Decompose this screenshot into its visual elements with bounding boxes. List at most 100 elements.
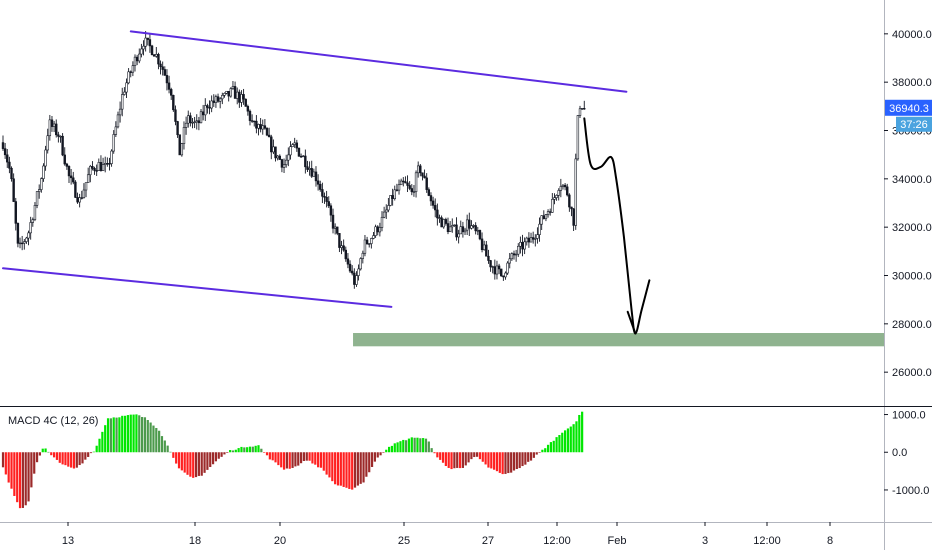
macd-bar bbox=[487, 452, 490, 468]
candle-body bbox=[382, 211, 386, 218]
candle-body bbox=[8, 161, 11, 169]
candle-body bbox=[46, 135, 49, 151]
macd-bar bbox=[473, 452, 476, 458]
candle-body bbox=[214, 96, 218, 103]
candle-body bbox=[482, 244, 486, 251]
candle-body bbox=[72, 177, 75, 183]
macd-bar bbox=[95, 445, 98, 453]
candle-body bbox=[527, 237, 531, 243]
macd-bar bbox=[214, 452, 218, 462]
candle-body bbox=[250, 120, 254, 122]
price-tick-label: 38000.0 bbox=[892, 77, 932, 89]
macd-bar bbox=[141, 417, 144, 453]
candle-body bbox=[12, 178, 15, 202]
macd-bar bbox=[407, 438, 411, 453]
candle-body bbox=[514, 253, 518, 256]
candle-body bbox=[270, 136, 273, 153]
candle-body bbox=[574, 158, 577, 226]
candle-body bbox=[395, 189, 399, 191]
candle-body bbox=[427, 189, 431, 196]
macd-indicator-title[interactable]: MACD 4C (12, 26) bbox=[8, 415, 99, 427]
candle-body bbox=[561, 184, 565, 187]
macd-bar bbox=[160, 436, 164, 453]
candle-body bbox=[95, 170, 98, 172]
candle-body bbox=[321, 189, 324, 197]
candle-body bbox=[566, 186, 569, 196]
macd-bar bbox=[229, 450, 232, 453]
drawings-group bbox=[2, 30, 651, 335]
candle-body bbox=[327, 201, 330, 207]
macd-bar bbox=[319, 452, 323, 468]
macd-bar bbox=[138, 415, 141, 453]
macd-bar bbox=[149, 422, 152, 453]
macd-bar bbox=[427, 441, 430, 453]
time-tick-label: 27 bbox=[482, 535, 494, 547]
support-zone bbox=[353, 333, 884, 347]
macd-bar bbox=[282, 452, 286, 470]
candle-body bbox=[487, 255, 490, 261]
candle-body bbox=[444, 219, 448, 224]
candle-body bbox=[78, 197, 81, 203]
candle-body bbox=[278, 155, 281, 160]
macd-bar bbox=[177, 452, 181, 469]
candle-body bbox=[553, 197, 556, 200]
candle-body bbox=[323, 196, 326, 198]
candle-body bbox=[480, 238, 484, 251]
candle-body bbox=[76, 197, 79, 203]
macd-bar bbox=[504, 452, 507, 474]
candle-body bbox=[97, 162, 101, 171]
candle-body bbox=[263, 125, 267, 129]
candle-body bbox=[448, 226, 452, 233]
macd-bar bbox=[495, 452, 499, 472]
candle-body bbox=[442, 219, 445, 228]
candle-body bbox=[29, 222, 32, 234]
macd-bar bbox=[370, 452, 374, 467]
candle-body bbox=[431, 200, 435, 206]
macd-bar bbox=[89, 452, 93, 454]
candle-body bbox=[333, 226, 337, 229]
macd-bar bbox=[172, 452, 175, 458]
candle-body bbox=[212, 100, 215, 103]
candle-body bbox=[402, 180, 405, 183]
macd-bar bbox=[379, 452, 382, 456]
candle-body bbox=[453, 224, 456, 227]
macd-bar bbox=[342, 452, 345, 487]
macd-bar bbox=[220, 452, 223, 457]
macd-bar bbox=[126, 415, 130, 453]
candle-body bbox=[570, 206, 573, 210]
macd-bar bbox=[268, 452, 271, 460]
candle-body bbox=[197, 120, 201, 124]
macd-bar bbox=[38, 452, 42, 456]
channel-lower-line bbox=[2, 267, 393, 308]
macd-bar bbox=[299, 452, 303, 464]
candle-body bbox=[312, 171, 316, 177]
macd-bar bbox=[246, 447, 249, 453]
candle-body bbox=[133, 56, 137, 66]
macd-bar bbox=[518, 452, 521, 469]
candle-body bbox=[468, 219, 471, 229]
candle-body bbox=[510, 253, 514, 260]
candle-body bbox=[159, 63, 162, 68]
macd-bar bbox=[493, 452, 496, 470]
candle-body bbox=[457, 233, 460, 238]
macd-bar bbox=[484, 452, 487, 465]
candle-body bbox=[470, 225, 473, 229]
macd-bar bbox=[382, 452, 385, 453]
candle-body bbox=[180, 143, 184, 156]
candle-body bbox=[142, 45, 145, 50]
macd-bar bbox=[481, 452, 484, 462]
macd-bar bbox=[33, 452, 36, 474]
macd-bar bbox=[211, 452, 215, 465]
candle-body bbox=[274, 146, 277, 159]
candle-body bbox=[572, 208, 575, 226]
macd-bar bbox=[13, 452, 16, 496]
candle-body bbox=[563, 184, 567, 188]
candle-body bbox=[48, 119, 52, 137]
macd-bar bbox=[430, 448, 433, 453]
price-tick-label: 26000.0 bbox=[892, 367, 932, 379]
candle-body bbox=[267, 134, 271, 138]
macd-bar bbox=[572, 424, 575, 453]
candle-body bbox=[412, 191, 416, 193]
